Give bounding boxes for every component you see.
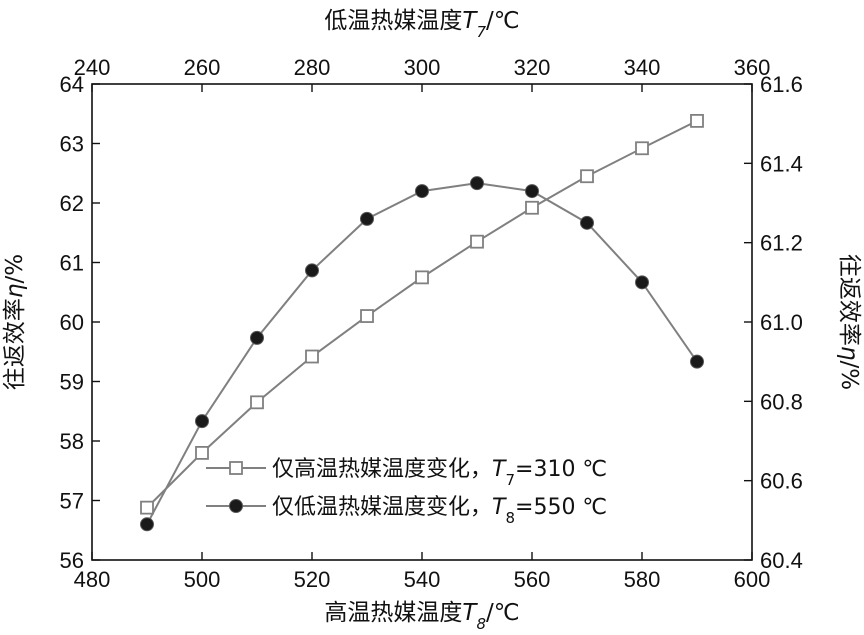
left-tick-label: 56 (60, 548, 84, 573)
axis-title-subscript: 7 (476, 23, 486, 41)
data-point-square (415, 270, 429, 285)
legend-marker-circle (229, 499, 243, 513)
data-point-square (525, 200, 539, 215)
legend-label-main: 仅高温热媒温度变化， (272, 457, 492, 482)
axis-title-unit: /% (2, 254, 28, 284)
left-tick-label: 61 (60, 251, 84, 276)
data-point-square (250, 395, 264, 410)
plot-border (91, 83, 753, 561)
data-point-circle (580, 215, 594, 230)
right-tick-label: 60.4 (760, 548, 803, 573)
bottom-tick-label: 560 (514, 567, 551, 592)
data-point-circle (140, 517, 154, 532)
data-point-circle (415, 184, 429, 199)
data-point-circle (525, 184, 539, 199)
data-point-circle (305, 263, 319, 278)
right-tick-label: 61.0 (760, 310, 803, 335)
series-lines (140, 113, 704, 532)
data-point-circle (635, 275, 649, 290)
axis-title-main: 低温热媒温度 (324, 8, 462, 34)
data-point-square (690, 113, 704, 128)
right-axis-title: 往返效率η/% (836, 254, 862, 390)
top-tick-label: 360 (734, 55, 771, 80)
legend-label-main: 仅低温热媒温度变化， (272, 495, 492, 520)
legend-label-variable: T (492, 457, 507, 482)
legend-label-subscript: 7 (505, 471, 515, 489)
legend-label-variable: T (492, 495, 507, 520)
axis-title-main: 往返效率 (2, 298, 28, 390)
data-point-square (635, 141, 649, 156)
right-tick-label: 61.2 (760, 231, 803, 256)
data-point-circle (195, 414, 209, 429)
bottom-tick-label: 500 (184, 567, 221, 592)
data-point-square (305, 349, 319, 364)
left-tick-label: 57 (60, 489, 84, 514)
right-tick-label: 61.6 (760, 72, 803, 97)
axis-title-variable: η (2, 284, 28, 299)
data-point-square (195, 445, 209, 460)
legend-label-subscript: 8 (505, 509, 515, 527)
plot-frame (91, 83, 753, 561)
tick-marks (91, 83, 753, 561)
axis-title-variable: T (462, 8, 478, 34)
bottom-tick-label: 580 (624, 567, 661, 592)
top-tick-label: 300 (404, 55, 441, 80)
bottom-tick-label: 600 (734, 567, 771, 592)
data-point-square (360, 309, 374, 323)
bottom-axis-title: 高温热媒温度T8/℃ (324, 600, 519, 633)
axis-title-main: 高温热媒温度 (324, 600, 462, 626)
left-tick-label: 58 (60, 429, 84, 454)
legend-label: 仅低温热媒温度变化，T8=550 ℃ (272, 495, 607, 527)
axis-title-subscript: 8 (476, 615, 486, 633)
bottom-tick-label: 520 (294, 567, 331, 592)
axis-title-variable: η (836, 346, 862, 361)
left-tick-label: 63 (60, 132, 84, 157)
top-tick-label: 260 (184, 55, 221, 80)
top-axis-title: 低温热媒温度T7/℃ (324, 8, 519, 41)
legend-label-value: =310 ℃ (515, 457, 607, 482)
data-point-square (470, 234, 484, 249)
legend-label-value: =550 ℃ (515, 495, 607, 520)
right-tick-label: 61.4 (760, 151, 803, 176)
legend-label: 仅高温热媒温度变化，T7=310 ℃ (272, 457, 607, 489)
right-tick-label: 60.6 (760, 469, 803, 494)
data-point-circle (470, 176, 484, 191)
axis-title-variable: T (462, 600, 478, 626)
series-1 (140, 113, 704, 515)
data-point-square (580, 169, 594, 184)
left-axis-title: 往返效率η/% (2, 254, 28, 390)
top-tick-label: 240 (74, 55, 111, 80)
axis-title-main: 往返效率 (836, 254, 862, 346)
bottom-tick-label: 540 (404, 567, 441, 592)
left-tick-label: 60 (60, 310, 84, 335)
tick-labels: 480 500 520 540 560 580 600 240 260 280 300 320 340 3… (60, 55, 803, 592)
axis-title-unit: /℃ (486, 8, 520, 34)
legend-entry-2: 仅低温热媒温度变化，T8=550 ℃ (206, 495, 607, 527)
series-2 (140, 176, 704, 532)
axis-title-unit: /% (836, 360, 862, 390)
legend-entry-1: 仅高温热媒温度变化，T7=310 ℃ (206, 457, 607, 489)
right-tick-label: 60.8 (760, 389, 803, 414)
data-point-square (140, 500, 154, 515)
top-tick-label: 340 (624, 55, 661, 80)
legend-marker-square (229, 461, 243, 475)
top-tick-label: 320 (514, 55, 551, 80)
left-tick-label: 62 (60, 191, 84, 216)
bottom-tick-label: 480 (74, 567, 111, 592)
left-tick-label: 64 (60, 72, 84, 97)
left-tick-label: 59 (60, 370, 84, 395)
data-point-circle (250, 330, 264, 345)
axis-title-unit: /℃ (486, 600, 520, 626)
data-point-circle (690, 354, 704, 369)
series-1-line (146, 119, 698, 509)
top-tick-label: 280 (294, 55, 331, 80)
data-point-circle (360, 211, 374, 226)
